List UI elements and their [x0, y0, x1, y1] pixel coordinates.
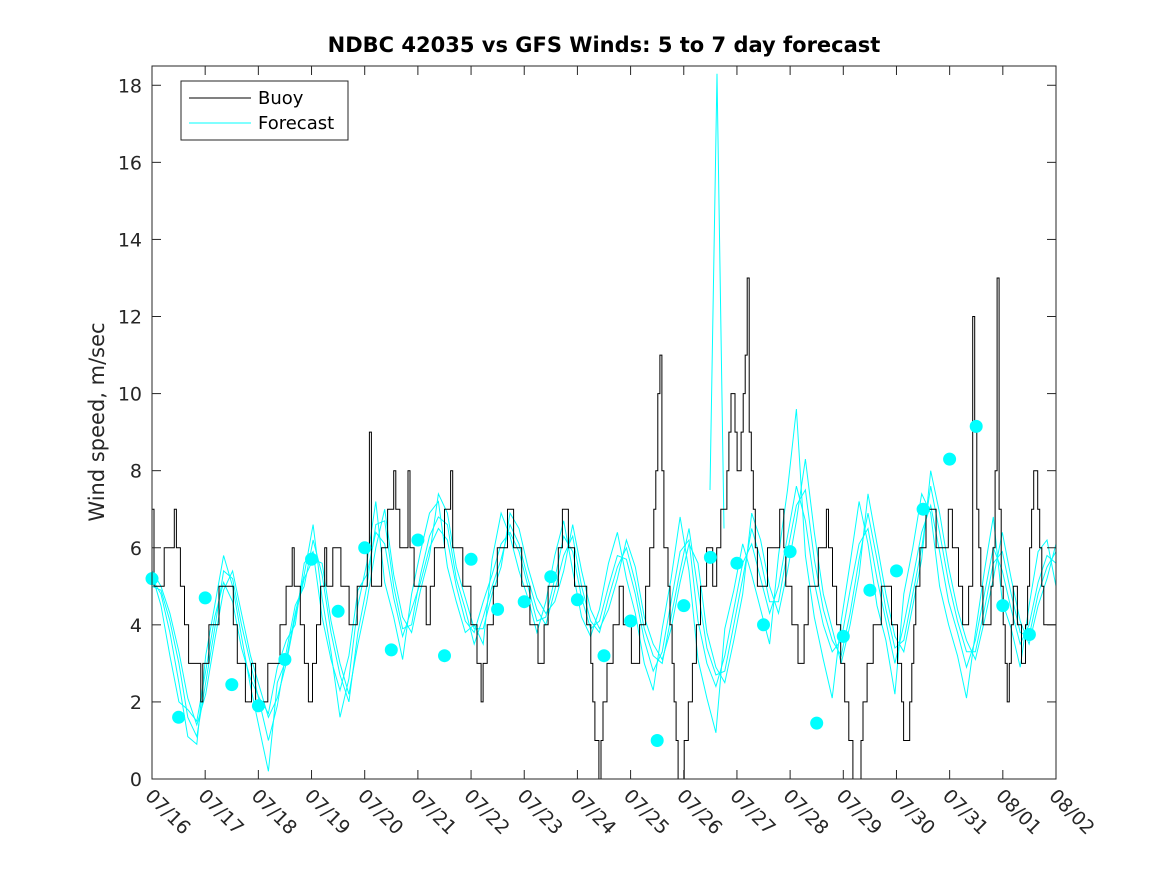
forecast-spike-line [709, 73, 725, 529]
y-axis-label: Wind speed, m/sec [85, 322, 109, 521]
forecast-marker-3 [198, 591, 212, 605]
y-tick-label: 4 [130, 615, 142, 637]
forecast-marker-2 [172, 710, 186, 724]
plot-area [152, 66, 1056, 779]
forecast-line-1 [151, 408, 1057, 772]
forecast-marker-6 [278, 653, 292, 666]
forecast-marker-34 [1022, 628, 1036, 641]
forecast-marker-21 [677, 599, 691, 613]
y-tick-label: 14 [118, 229, 142, 251]
forecast-line-2 [151, 485, 1057, 723]
y-tick-label: 0 [130, 769, 142, 791]
forecast-marker-20 [650, 734, 664, 747]
forecast-marker-10 [384, 643, 398, 657]
forecast-marker-24 [757, 618, 770, 632]
y-tick-label: 18 [118, 75, 142, 97]
forecast-marker-32 [969, 419, 983, 433]
y-tick-label: 2 [130, 692, 142, 714]
forecast-line-3 [151, 486, 1057, 741]
forecast-marker-15 [517, 595, 531, 609]
y-tick-label: 10 [118, 384, 142, 406]
forecast-marker-16 [544, 570, 558, 584]
legend: Buoy Forecast [180, 80, 349, 141]
forecast-marker-7 [305, 552, 318, 566]
forecast-marker-30 [916, 502, 930, 516]
forecast-marker-22 [703, 550, 717, 564]
forecast-marker-26 [810, 716, 824, 730]
forecast-marker-28 [863, 583, 877, 597]
y-tick-label: 8 [130, 461, 142, 483]
forecast-marker-12 [438, 649, 451, 663]
legend-forecast-label: Forecast [258, 113, 334, 134]
forecast-marker-29 [890, 564, 903, 578]
legend-buoy-label: Buoy [258, 88, 304, 109]
y-tick-label: 12 [118, 307, 142, 329]
forecast-marker-5 [251, 699, 265, 713]
axes-box [151, 65, 1057, 780]
forecast-marker-14 [491, 602, 505, 616]
legend-box [180, 80, 349, 141]
forecast-marker-17 [570, 593, 584, 607]
chart-title: NDBC 42035 vs GFS Winds: 5 to 7 day fore… [328, 33, 881, 57]
forecast-marker-23 [730, 556, 744, 570]
y-tick-label: 6 [130, 538, 142, 560]
forecast-marker-8 [331, 604, 345, 618]
forecast-line-4 [151, 459, 1057, 727]
forecast-marker-31 [943, 452, 957, 466]
forecast-marker-33 [996, 599, 1010, 613]
forecast-marker-25 [783, 545, 797, 559]
forecast-marker-18 [597, 649, 611, 663]
forecast-marker-9 [358, 541, 372, 555]
forecast-marker-19 [624, 614, 638, 628]
marker-layer [145, 419, 1036, 747]
y-tick-label: 16 [118, 152, 142, 174]
forecast-marker-11 [411, 533, 425, 547]
forecast-marker-4 [225, 678, 239, 692]
forecast-marker-13 [464, 552, 478, 566]
forecast-marker-27 [836, 629, 850, 643]
